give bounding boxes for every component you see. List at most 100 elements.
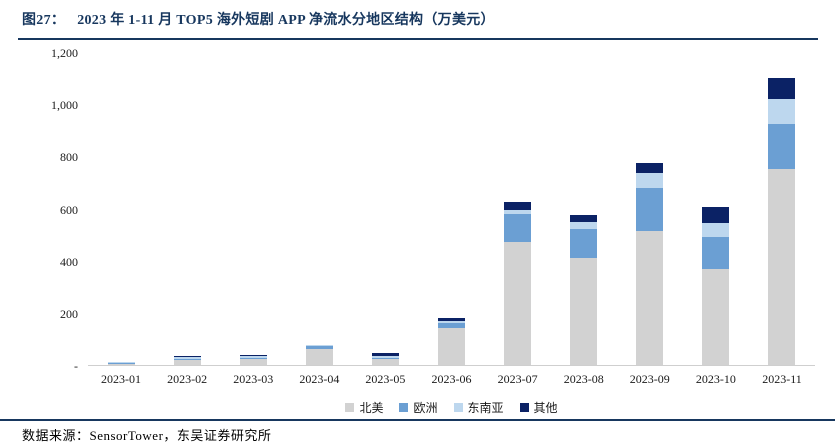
x-axis-tick-label: 2023-09 bbox=[629, 372, 670, 386]
stacked-bar-2023-05 bbox=[371, 353, 399, 365]
bar-slot bbox=[418, 53, 484, 365]
x-axis: 2023-01 2023-02 2023-03 2023-04 2023-05 2023-… bbox=[88, 372, 815, 387]
bar-segment-其他 bbox=[570, 215, 598, 222]
stacked-bar-2023-10 bbox=[702, 207, 730, 365]
bar-slot bbox=[88, 53, 154, 365]
bar-segment-其他 bbox=[702, 207, 730, 223]
bar-segment-东南亚 bbox=[371, 356, 399, 358]
legend: 北美 欧洲 东南亚 其他 bbox=[88, 399, 815, 416]
y-axis-tick-label: 1,000 bbox=[51, 98, 78, 113]
bar-segment-东南亚 bbox=[570, 221, 598, 230]
bar-segment-东南亚 bbox=[107, 362, 135, 363]
x-axis-tick-label: 2023-03 bbox=[233, 372, 274, 386]
bar-segment-北美 bbox=[702, 268, 730, 365]
bar-segment-东南亚 bbox=[702, 222, 730, 238]
legend-item-欧洲: 欧洲 bbox=[399, 399, 438, 416]
footer-divider-line bbox=[0, 419, 835, 421]
bar-slot bbox=[683, 53, 749, 365]
stacked-bar-2023-04 bbox=[305, 345, 333, 365]
y-axis-tick-label: 400 bbox=[60, 254, 78, 269]
legend-swatch-icon bbox=[399, 403, 409, 412]
bar-segment-北美 bbox=[239, 359, 267, 365]
bar-segment-欧洲 bbox=[371, 357, 399, 360]
x-axis-tick-label: 2023-05 bbox=[365, 372, 406, 386]
stacked-bar-2023-01 bbox=[107, 361, 135, 365]
bar-segment-欧洲 bbox=[768, 123, 796, 170]
stacked-bar-2023-06 bbox=[438, 317, 466, 365]
bar-segment-东南亚 bbox=[636, 173, 664, 188]
stacked-bar-2023-02 bbox=[173, 355, 201, 365]
bar-segment-北美 bbox=[173, 360, 201, 365]
bar-slot bbox=[551, 53, 617, 365]
x-axis-tick-label: 2023-04 bbox=[299, 372, 340, 386]
y-axis-tick-label: 600 bbox=[60, 202, 78, 217]
bar-segment-其他 bbox=[438, 317, 466, 322]
bar-slot bbox=[352, 53, 418, 365]
bar-segment-东南亚 bbox=[305, 345, 333, 347]
bar-segment-其他 bbox=[504, 202, 532, 210]
legend-swatch-icon bbox=[453, 403, 463, 412]
legend-label: 北美 bbox=[359, 401, 384, 415]
y-axis-tick-label: 800 bbox=[60, 150, 78, 165]
bar-segment-欧洲 bbox=[239, 357, 267, 360]
bar-slot bbox=[617, 53, 683, 365]
bar-segment-其他 bbox=[173, 355, 201, 357]
y-axis-tick-label: - bbox=[74, 359, 78, 373]
x-axis-tick-label: 2023-02 bbox=[167, 372, 208, 386]
bar-segment-北美 bbox=[636, 230, 664, 365]
bar-segment-欧洲 bbox=[636, 187, 664, 231]
bar-segment-东南亚 bbox=[504, 209, 532, 214]
stacked-bar-2023-03 bbox=[239, 355, 267, 365]
bar-segment-其他 bbox=[636, 162, 664, 174]
bar-segment-北美 bbox=[768, 169, 796, 365]
bar-segment-其他 bbox=[239, 355, 267, 356]
bar-segment-东南亚 bbox=[239, 355, 267, 358]
bar-segment-欧洲 bbox=[504, 213, 532, 243]
bar-segment-北美 bbox=[570, 258, 598, 365]
bar-segment-东南亚 bbox=[438, 321, 466, 324]
bar-slot bbox=[749, 53, 815, 365]
legend-label: 欧洲 bbox=[413, 401, 438, 415]
bar-segment-其他 bbox=[371, 353, 399, 357]
chart-title-text: 2023 年 1-11 月 TOP5 海外短剧 APP 净流水分地区结构（万美元… bbox=[77, 13, 495, 28]
y-axis-tick-label: 1,200 bbox=[51, 46, 78, 60]
x-axis-tick-label: 2023-10 bbox=[695, 372, 736, 386]
legend-item-东南亚: 东南亚 bbox=[453, 399, 504, 416]
title-divider-line bbox=[18, 38, 818, 40]
bar-segment-欧洲 bbox=[173, 358, 201, 361]
bar-segment-北美 bbox=[107, 364, 135, 365]
bar-slot bbox=[154, 53, 220, 365]
bar-segment-东南亚 bbox=[768, 98, 796, 124]
stacked-bar-2023-07 bbox=[504, 202, 532, 365]
bar-slot bbox=[485, 53, 551, 365]
data-source-note: 数据来源：SensorTower，东吴证券研究所 bbox=[22, 428, 272, 442]
bar-segment-其他 bbox=[107, 361, 135, 363]
y-axis-tick-label: 200 bbox=[60, 306, 78, 321]
legend-label: 东南亚 bbox=[467, 401, 504, 415]
bar-segment-北美 bbox=[371, 359, 399, 365]
chart-title: 图27： 2023 年 1-11 月 TOP5 海外短剧 APP 净流水分地区结构… bbox=[22, 9, 495, 29]
bar-segment-其他 bbox=[768, 78, 796, 99]
bar-segment-东南亚 bbox=[173, 356, 201, 359]
plot-area bbox=[88, 53, 815, 366]
bar-slot bbox=[220, 53, 286, 365]
x-axis-tick-label: 2023-08 bbox=[563, 372, 604, 386]
bar-segment-北美 bbox=[438, 328, 466, 365]
legend-label: 其他 bbox=[533, 401, 558, 415]
x-axis-tick-label: 2023-11 bbox=[762, 372, 802, 386]
bar-segment-欧洲 bbox=[702, 237, 730, 269]
figure-number-label: 图27： bbox=[22, 13, 66, 28]
bar-slot bbox=[286, 53, 352, 365]
bar-segment-欧洲 bbox=[107, 362, 135, 365]
legend-swatch-icon bbox=[345, 403, 355, 412]
x-axis-tick-label: 2023-07 bbox=[497, 372, 538, 386]
y-axis: 1,200 1,000 800 600 400 200 - bbox=[28, 46, 78, 373]
stacked-bar-2023-08 bbox=[570, 215, 598, 365]
bar-segment-欧洲 bbox=[570, 229, 598, 259]
stacked-bar-2023-09 bbox=[636, 162, 664, 365]
stacked-bar-2023-11 bbox=[768, 78, 796, 365]
bar-segment-北美 bbox=[305, 348, 333, 365]
legend-item-北美: 北美 bbox=[345, 399, 383, 416]
legend-item-其他: 其他 bbox=[519, 399, 558, 416]
